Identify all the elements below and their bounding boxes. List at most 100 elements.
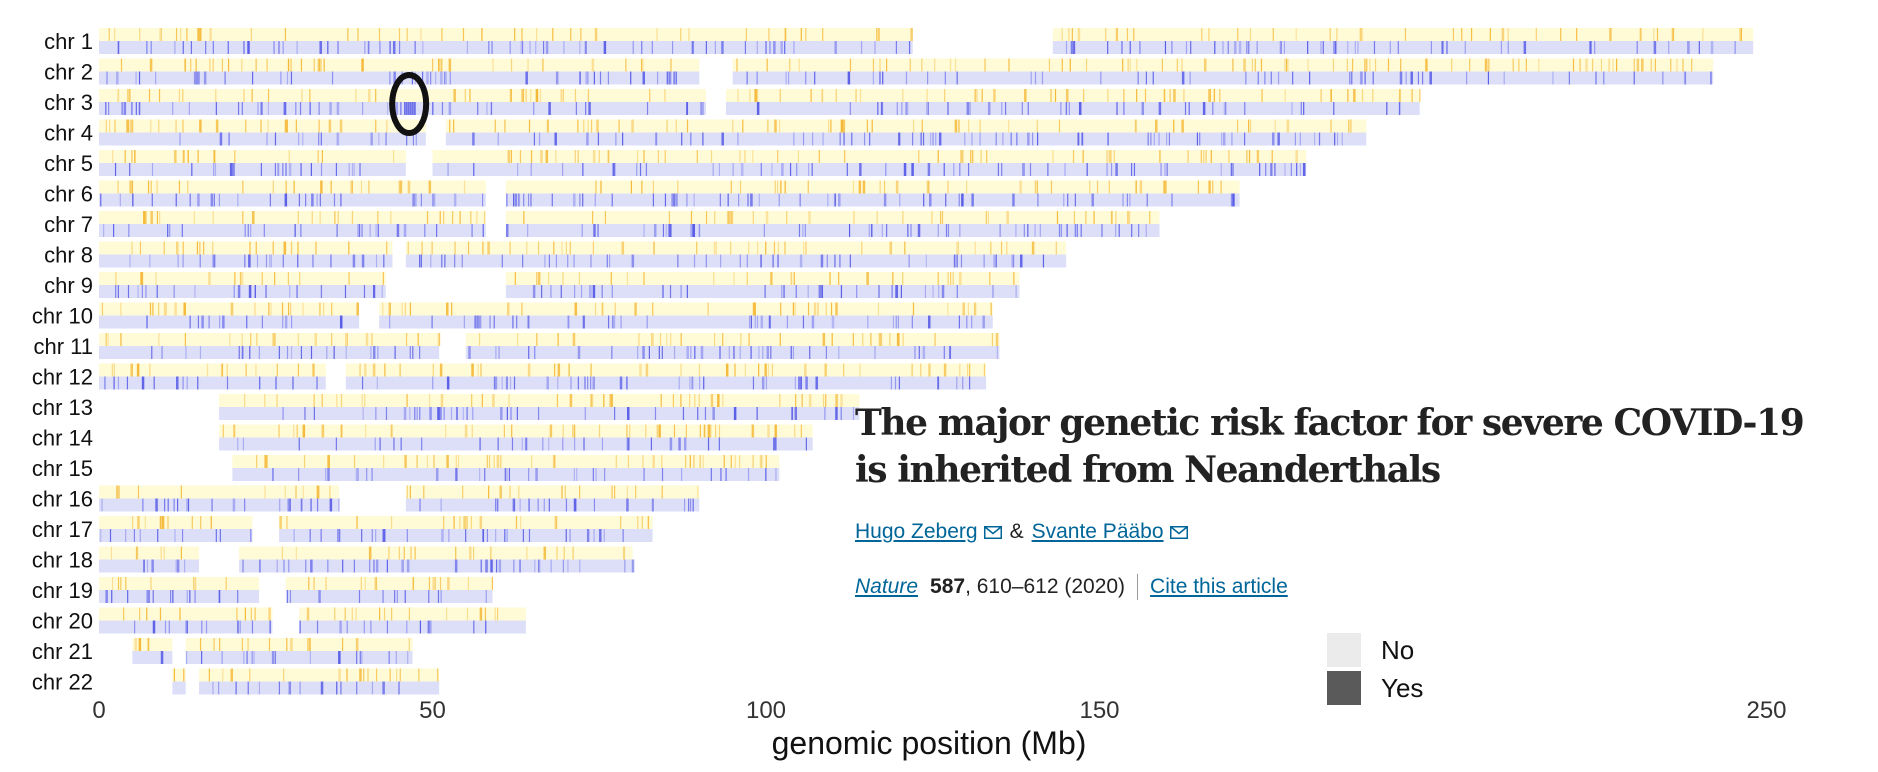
haplotype-mark: [277, 163, 279, 176]
archaic-segment-mark: [773, 241, 776, 255]
archaic-segment-mark: [962, 302, 965, 316]
archaic-segment-mark: [251, 89, 253, 102]
haplotype-mark: [667, 224, 670, 237]
haplotype-mark: [447, 163, 449, 176]
haplotype-mark: [119, 193, 121, 207]
haplotype-mark: [619, 376, 623, 390]
haplotype-mark: [1023, 163, 1025, 176]
archaic-segment-mark: [970, 150, 972, 163]
haplotype-mark: [256, 254, 259, 268]
archaic-segment-mark: [281, 302, 284, 316]
archaic-segment-mark: [355, 638, 359, 651]
haplotype-mark: [359, 224, 361, 237]
haplotype-mark: [427, 620, 429, 634]
haplotype-mark: [658, 346, 660, 359]
archaic-segment-mark: [511, 424, 513, 438]
haplotype-mark: [282, 315, 284, 329]
haplotype-mark: [565, 529, 567, 542]
author-link-zeberg[interactable]: Hugo Zeberg: [855, 520, 978, 543]
mail-icon[interactable]: [983, 525, 1002, 539]
archaic-segment-mark: [774, 119, 777, 133]
top-track-segment: [1052, 28, 1754, 41]
haplotype-mark: [377, 346, 379, 359]
archaic-segment-mark: [986, 150, 988, 163]
mail-icon[interactable]: [1169, 525, 1188, 539]
archaic-segment-mark: [1488, 58, 1490, 72]
haplotype-mark: [778, 193, 780, 207]
haplotype-mark: [362, 407, 364, 420]
archaic-segment-mark: [431, 241, 433, 255]
haplotype-mark: [472, 132, 475, 146]
haplotype-mark: [750, 346, 752, 359]
archaic-segment-mark: [810, 89, 812, 102]
haplotype-mark: [718, 163, 721, 176]
archaic-segment-mark: [284, 28, 287, 41]
haplotype-mark: [1603, 71, 1605, 85]
haplotype-mark: [387, 102, 389, 115]
archaic-segment-mark: [407, 180, 411, 194]
author-link-paabo[interactable]: Svante Pääbo: [1031, 520, 1164, 543]
haplotype-mark: [786, 315, 788, 329]
haplotype-mark: [1146, 193, 1148, 207]
haplotype-mark: [278, 346, 280, 359]
archaic-segment-mark: [445, 607, 448, 621]
haplotype-mark: [375, 224, 377, 237]
haplotype-mark: [428, 620, 430, 634]
archaic-segment-mark: [120, 577, 122, 590]
bottom-track-segment: [345, 376, 987, 390]
archaic-segment-mark: [183, 302, 186, 316]
chromosome-track: [99, 272, 1020, 298]
archaic-segment-mark: [777, 241, 780, 255]
archaic-segment-mark: [437, 333, 439, 346]
haplotype-mark: [340, 193, 342, 207]
archaic-segment-mark: [957, 241, 959, 255]
haplotype-mark: [796, 163, 798, 176]
archaic-segment-mark: [482, 241, 484, 255]
archaic-segment-mark: [587, 119, 589, 133]
archaic-segment-mark: [396, 668, 398, 682]
journal-link[interactable]: Nature: [855, 575, 919, 598]
haplotype-mark: [814, 71, 816, 85]
haplotype-mark: [278, 681, 281, 695]
archaic-segment-mark: [1144, 89, 1147, 102]
haplotype-mark: [309, 529, 311, 542]
chromosome-label: chr 18: [32, 548, 93, 573]
haplotype-mark: [895, 315, 897, 329]
haplotype-mark: [1222, 132, 1226, 146]
archaic-segment-mark: [390, 424, 392, 438]
haplotype-mark: [769, 315, 771, 329]
haplotype-mark: [445, 71, 447, 85]
haplotype-mark: [805, 437, 807, 451]
haplotype-mark: [135, 102, 137, 115]
haplotype-mark: [645, 163, 648, 176]
haplotype-mark: [912, 132, 914, 146]
haplotype-mark: [299, 102, 302, 115]
top-track-segment: [132, 638, 173, 651]
archaic-segment-mark: [693, 455, 695, 468]
archaic-segment-mark: [759, 455, 762, 468]
haplotype-mark: [286, 590, 289, 603]
cite-this-article-link[interactable]: Cite this article: [1150, 575, 1288, 598]
archaic-segment-mark: [219, 638, 221, 651]
archaic-segment-mark: [1072, 150, 1075, 163]
haplotype-mark: [339, 529, 341, 542]
archaic-segment-mark: [252, 211, 255, 224]
haplotype-mark: [1446, 41, 1448, 54]
archaic-segment-mark: [652, 302, 654, 316]
haplotype-mark: [588, 285, 591, 298]
archaic-segment-mark: [234, 272, 236, 285]
haplotype-mark: [511, 437, 514, 451]
archaic-segment-mark: [357, 28, 359, 41]
archaic-segment-mark: [390, 516, 393, 529]
archaic-segment-mark: [409, 485, 411, 499]
haplotype-mark: [1066, 224, 1068, 237]
archaic-segment-mark: [114, 28, 116, 41]
archaic-segment-mark: [564, 485, 566, 499]
archaic-segment-mark: [1232, 58, 1234, 72]
haplotype-mark: [285, 163, 287, 176]
haplotype-mark: [1238, 41, 1242, 54]
chromosome-label: chr 5: [44, 151, 93, 176]
haplotype-mark: [819, 285, 821, 298]
archaic-segment-mark: [149, 363, 151, 377]
